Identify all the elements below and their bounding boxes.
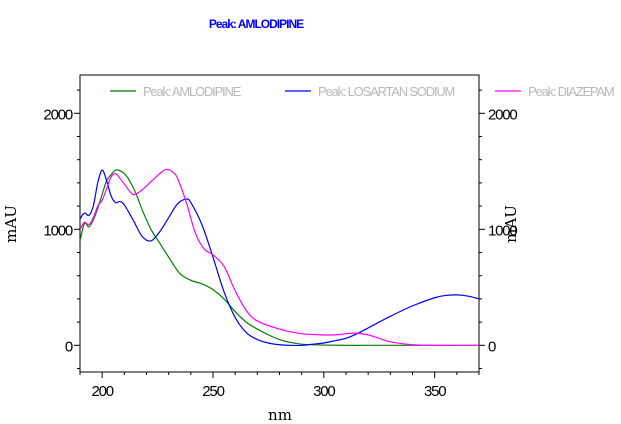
plot-frame	[79, 74, 480, 373]
y2-tick-label: 0	[488, 338, 496, 355]
y2-tick-label: 2000	[488, 106, 517, 123]
legend-label: Peak: DIAZEPAM	[528, 84, 614, 99]
legend-item-diazepam: Peak: DIAZEPAM	[495, 84, 615, 99]
x-tick-label: 350	[424, 383, 446, 400]
x-tick-label: 200	[91, 383, 113, 400]
legend-label: Peak: AMLODIPINE	[143, 84, 242, 99]
x-tick-label: 250	[202, 383, 224, 400]
y2-axis-label: mAU	[502, 205, 520, 243]
series-lines	[80, 168, 479, 347]
y-tick-label: 0	[65, 338, 73, 355]
y-tick-label: 2000	[43, 106, 72, 123]
x-tick-label: 300	[313, 383, 335, 400]
legend: Peak: AMLODIPINE Peak: LOSARTAN SODIUM Pea…	[110, 84, 615, 99]
legend-item-losartan-sodium: Peak: LOSARTAN SODIUM	[285, 84, 456, 99]
y-tick-label: 1000	[43, 222, 72, 239]
y2-tick-label: 1000	[488, 222, 517, 239]
amlodipine-line	[80, 169, 479, 346]
chart-title: Peak: AMLODIPINE	[209, 17, 304, 31]
losartan-sodium-line	[80, 169, 479, 347]
y-axis-label: mAU	[2, 205, 20, 243]
x-axis-label: nm	[268, 406, 292, 424]
legend-item-amlodipine: Peak: AMLODIPINE	[110, 84, 243, 99]
diazepam-line	[80, 168, 479, 346]
axis-ticks: 200 250 300 350 0 1000 2000 0 1000 2000	[43, 89, 519, 400]
legend-label: Peak: LOSARTAN SODIUM	[318, 84, 455, 99]
